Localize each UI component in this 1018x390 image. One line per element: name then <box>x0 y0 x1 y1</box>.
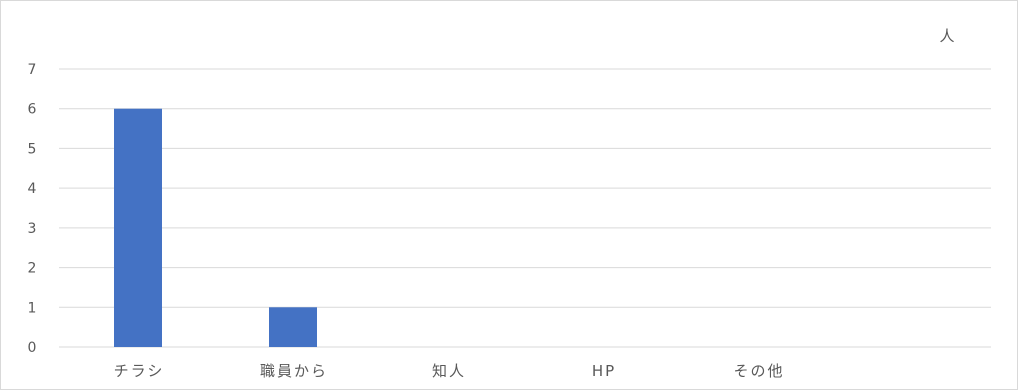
bars-layer <box>114 108 317 347</box>
y-tick-label: 6 <box>28 102 37 118</box>
y-tick-label: 7 <box>28 62 37 78</box>
x-axis-categories: チラシ 職員から 知人 HP その他 <box>114 362 784 380</box>
unit-label: 人 <box>939 27 954 45</box>
y-tick-label: 1 <box>28 300 37 316</box>
y-tick-label: 2 <box>28 261 37 277</box>
y-axis-ticks: 0 1 2 3 4 5 6 7 <box>28 62 37 356</box>
x-category-label: その他 <box>733 362 784 380</box>
x-category-label: HP <box>592 362 616 380</box>
grid-layer <box>59 68 991 348</box>
x-category-label: 職員から <box>260 362 328 380</box>
x-category-label: チラシ <box>114 362 165 380</box>
y-tick-label: 5 <box>28 141 37 157</box>
bar-1 <box>269 307 317 347</box>
x-category-label: 知人 <box>432 362 466 380</box>
y-tick-label: 4 <box>28 181 37 197</box>
y-tick-label: 0 <box>28 340 37 356</box>
bar-0 <box>114 108 162 347</box>
y-tick-label: 3 <box>28 221 37 237</box>
